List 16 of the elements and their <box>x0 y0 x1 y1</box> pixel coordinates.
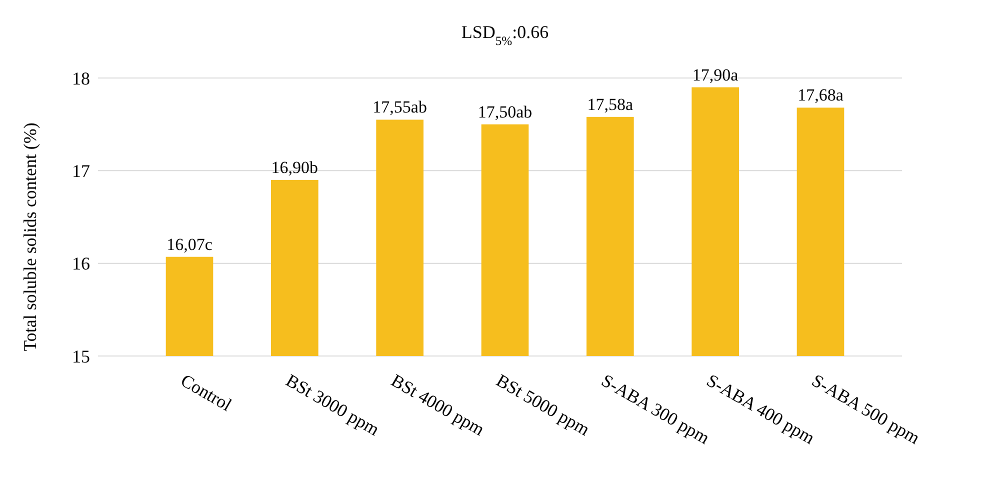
data-label: 16,07c <box>166 234 213 254</box>
y-tick-label: 18 <box>72 68 90 88</box>
x-tick-label: BSt 5000 ppm <box>493 370 594 440</box>
chart-title: LSD$_{5%}$:0.66 <box>461 22 549 48</box>
y-tick-label: 15 <box>72 346 90 366</box>
y-tick-label: 16 <box>72 254 90 274</box>
data-label: 17,58a <box>587 94 634 114</box>
y-axis-title: Total soluble solids content (%) <box>20 122 40 352</box>
data-label: 17,68a <box>798 86 844 105</box>
y-tick-label: 17 <box>72 160 90 181</box>
x-tick-label: BSt 4000 ppm <box>388 370 488 440</box>
data-label: 17,90a <box>692 65 739 84</box>
data-label: 17,50ab <box>478 102 532 122</box>
x-tick-label: BSt 3000 ppm <box>282 370 383 440</box>
data-label: 17,55ab <box>372 98 427 117</box>
data-label: 16,90b <box>271 158 318 177</box>
